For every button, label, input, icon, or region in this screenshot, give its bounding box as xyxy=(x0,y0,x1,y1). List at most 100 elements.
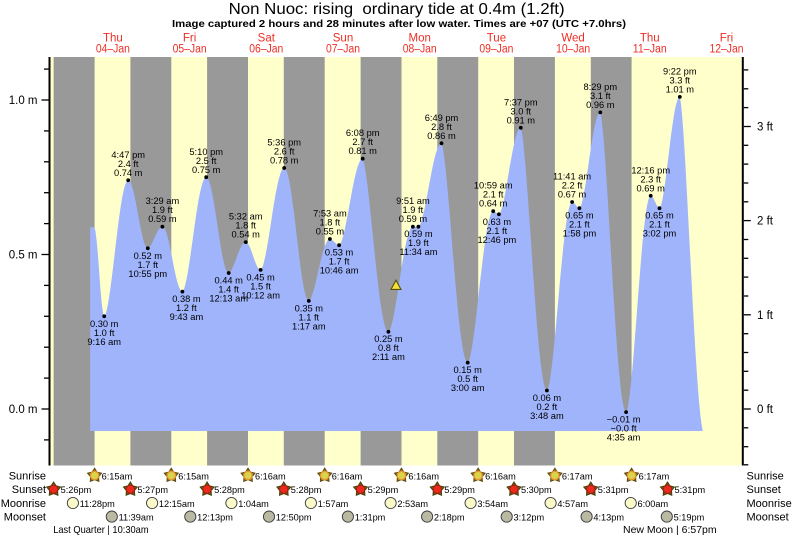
svg-text:4:47 pm: 4:47 pm xyxy=(111,150,145,160)
svg-text:10:46 am: 10:46 am xyxy=(320,266,359,276)
svg-text:7:53 am: 7:53 am xyxy=(313,209,347,219)
svg-text:0.8 ft: 0.8 ft xyxy=(378,343,399,353)
svg-text:Moonrise: Moonrise xyxy=(747,498,792,510)
svg-text:11:39am: 11:39am xyxy=(119,512,154,522)
svg-text:2:18pm: 2:18pm xyxy=(434,512,465,522)
svg-text:2.2 ft: 2.2 ft xyxy=(562,181,583,191)
svg-text:1.0 ft: 1.0 ft xyxy=(94,328,115,338)
svg-text:5:31pm: 5:31pm xyxy=(675,485,706,495)
svg-text:05–Jan: 05–Jan xyxy=(173,44,207,56)
svg-text:2.1 ft: 2.1 ft xyxy=(569,220,590,230)
svg-text:−0.01 m: −0.01 m xyxy=(607,415,641,425)
svg-text:Sunrise: Sunrise xyxy=(747,470,784,482)
svg-text:Sunrise: Sunrise xyxy=(9,470,46,482)
svg-text:9:22 pm: 9:22 pm xyxy=(663,66,697,76)
svg-text:3:29 am: 3:29 am xyxy=(146,196,180,206)
svg-text:6:16am: 6:16am xyxy=(485,471,516,481)
svg-text:Moonrise: Moonrise xyxy=(1,498,46,510)
svg-text:12:15am: 12:15am xyxy=(159,499,195,509)
svg-text:1:58 pm: 1:58 pm xyxy=(563,229,597,239)
svg-text:0.59 m: 0.59 m xyxy=(148,214,177,224)
svg-text:New Moon | 6:57pm: New Moon | 6:57pm xyxy=(623,524,717,536)
svg-text:2 ft: 2 ft xyxy=(757,216,774,228)
svg-text:1.0 m: 1.0 m xyxy=(9,95,38,107)
svg-text:11:28pm: 11:28pm xyxy=(80,499,115,509)
svg-text:12–Jan: 12–Jan xyxy=(710,44,744,56)
svg-text:0.52 m: 0.52 m xyxy=(134,251,163,261)
svg-text:04–Jan: 04–Jan xyxy=(96,44,130,56)
svg-text:5:30pm: 5:30pm xyxy=(521,485,552,495)
svg-text:Wed: Wed xyxy=(561,33,584,45)
svg-text:0.59 m: 0.59 m xyxy=(399,214,428,224)
svg-text:3:02 pm: 3:02 pm xyxy=(643,229,677,239)
svg-text:5:31pm: 5:31pm xyxy=(598,485,629,495)
svg-text:3.3 ft: 3.3 ft xyxy=(669,75,690,85)
svg-text:11–Jan: 11–Jan xyxy=(633,44,667,56)
svg-text:12:46 pm: 12:46 pm xyxy=(478,235,517,245)
svg-text:0.2 ft: 0.2 ft xyxy=(537,402,558,412)
svg-text:5:28pm: 5:28pm xyxy=(214,485,245,495)
svg-text:6:15am: 6:15am xyxy=(102,471,133,481)
svg-text:1.7 ft: 1.7 ft xyxy=(137,260,158,270)
svg-text:4:57am: 4:57am xyxy=(557,499,588,509)
svg-text:1.9 ft: 1.9 ft xyxy=(403,205,424,215)
svg-text:Mon: Mon xyxy=(409,33,431,45)
svg-text:6:00am: 6:00am xyxy=(638,499,669,509)
svg-text:0.78 m: 0.78 m xyxy=(270,156,299,166)
svg-text:1.9 ft: 1.9 ft xyxy=(408,238,429,248)
svg-text:11:34 am: 11:34 am xyxy=(399,247,437,257)
svg-text:1.1 ft: 1.1 ft xyxy=(298,312,319,322)
svg-text:10:59 am: 10:59 am xyxy=(474,181,513,191)
svg-text:Moonset: Moonset xyxy=(4,511,46,523)
svg-text:1.4 ft: 1.4 ft xyxy=(218,285,239,295)
svg-text:1:17 am: 1:17 am xyxy=(292,321,326,331)
svg-text:2.5 ft: 2.5 ft xyxy=(196,156,217,166)
svg-text:Fri: Fri xyxy=(720,33,733,45)
svg-text:4:13pm: 4:13pm xyxy=(593,512,624,522)
svg-text:0.69 m: 0.69 m xyxy=(636,183,665,193)
svg-text:10:55 pm: 10:55 pm xyxy=(128,269,167,279)
svg-text:0.75 m: 0.75 m xyxy=(192,165,221,175)
svg-text:06–Jan: 06–Jan xyxy=(249,44,283,56)
svg-text:0.5 m: 0.5 m xyxy=(9,250,38,262)
svg-text:3:00 am: 3:00 am xyxy=(451,383,485,393)
svg-text:0.63 m: 0.63 m xyxy=(483,217,512,227)
svg-text:08–Jan: 08–Jan xyxy=(403,44,437,56)
svg-text:0.54 m: 0.54 m xyxy=(231,230,260,240)
svg-text:0.35 m: 0.35 m xyxy=(295,303,324,313)
svg-text:5:26pm: 5:26pm xyxy=(61,485,92,495)
svg-text:6:16am: 6:16am xyxy=(332,471,363,481)
svg-text:Sat: Sat xyxy=(258,33,276,45)
svg-text:0.74 m: 0.74 m xyxy=(114,168,143,178)
svg-text:0.45 m: 0.45 m xyxy=(246,272,275,282)
svg-text:−0.0 ft: −0.0 ft xyxy=(611,424,638,434)
svg-text:0.81 m: 0.81 m xyxy=(348,146,377,156)
svg-text:3 ft: 3 ft xyxy=(757,122,774,134)
svg-text:0.65 m: 0.65 m xyxy=(565,211,594,221)
svg-text:2.4 ft: 2.4 ft xyxy=(118,159,139,169)
svg-text:6:49 pm: 6:49 pm xyxy=(425,113,459,123)
svg-text:5:28pm: 5:28pm xyxy=(291,485,322,495)
svg-text:2.8 ft: 2.8 ft xyxy=(431,122,452,132)
svg-text:Sun: Sun xyxy=(333,33,353,45)
svg-text:1.5 ft: 1.5 ft xyxy=(250,281,271,291)
svg-text:1 ft: 1 ft xyxy=(757,310,774,322)
svg-text:4:35 am: 4:35 am xyxy=(607,433,641,443)
svg-text:5:27pm: 5:27pm xyxy=(137,485,168,495)
svg-text:3.0 ft: 3.0 ft xyxy=(510,106,531,116)
svg-text:3.1 ft: 3.1 ft xyxy=(590,91,611,101)
svg-text:1:31pm: 1:31pm xyxy=(355,512,386,522)
svg-text:0.65 m: 0.65 m xyxy=(645,211,674,221)
svg-text:Thu: Thu xyxy=(103,33,123,45)
svg-text:12:16 pm: 12:16 pm xyxy=(631,165,670,175)
svg-text:Sunset: Sunset xyxy=(747,484,781,496)
svg-text:2.1 ft: 2.1 ft xyxy=(649,220,670,230)
svg-text:3:12pm: 3:12pm xyxy=(514,512,545,522)
svg-text:Fri: Fri xyxy=(183,33,196,45)
svg-text:1:57am: 1:57am xyxy=(318,499,349,509)
svg-text:2.3 ft: 2.3 ft xyxy=(640,174,661,184)
svg-text:0.25 m: 0.25 m xyxy=(374,334,403,344)
svg-text:10–Jan: 10–Jan xyxy=(556,44,590,56)
svg-text:3:54am: 3:54am xyxy=(477,499,508,509)
svg-text:0.96 m: 0.96 m xyxy=(586,100,615,110)
